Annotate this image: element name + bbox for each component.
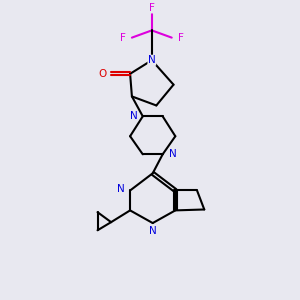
Text: N: N	[169, 149, 176, 159]
Text: N: N	[130, 111, 138, 121]
Text: N: N	[148, 55, 156, 65]
Text: N: N	[149, 226, 157, 236]
Text: F: F	[178, 33, 184, 43]
Text: O: O	[98, 69, 106, 79]
Text: F: F	[120, 33, 126, 43]
Text: N: N	[117, 184, 125, 194]
Text: F: F	[149, 3, 155, 13]
